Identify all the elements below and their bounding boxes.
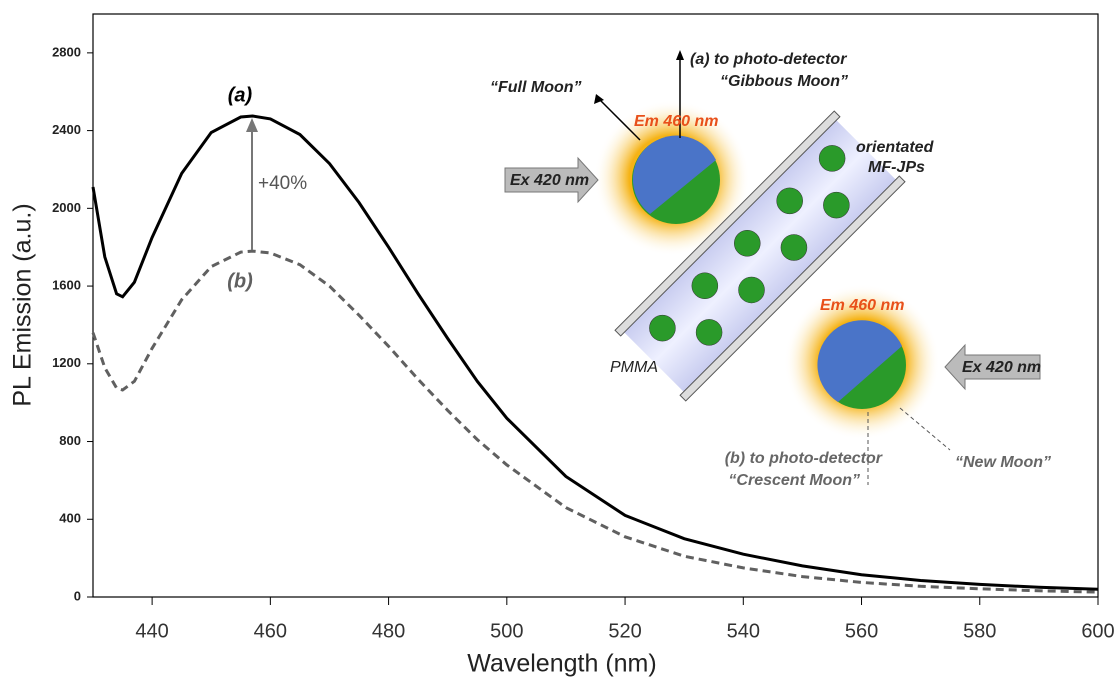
inset-label: “New Moon” (955, 454, 1051, 471)
x-tick-label: 540 (727, 620, 760, 642)
y-tick-label: 1200 (52, 355, 81, 370)
inset-label: “Full Moon” (490, 79, 582, 96)
inset-label: Em 460 nm (820, 297, 904, 314)
inset-label: Ex 420 nm (962, 359, 1041, 376)
x-tick-label: 460 (254, 620, 287, 642)
x-tick-label: 480 (372, 620, 405, 642)
inset-label: orientated (856, 139, 935, 156)
x-axis-title: Wavelength (nm) (467, 650, 656, 678)
series-line (93, 251, 1098, 592)
series-label: (b) (227, 270, 253, 292)
y-tick-label: 0 (74, 588, 81, 603)
y-axis-title: PL Emission (a.u.) (9, 203, 37, 406)
emission-arrow (900, 408, 950, 450)
inset-label: “Gibbous Moon” (720, 73, 848, 90)
chart: Wavelength (nm) PL Emission (a.u.) 0 400 8… (0, 0, 1114, 685)
inset (505, 50, 1040, 485)
arrow-head (246, 118, 258, 132)
y-tick-label: 800 (59, 433, 81, 448)
arrow-head (676, 50, 684, 60)
y-tick-label: 2800 (52, 44, 81, 59)
x-tick-label: 500 (490, 620, 523, 642)
x-tick-label: 520 (608, 620, 641, 642)
y-tick-label: 2400 (52, 122, 81, 137)
y-tick-label: 1600 (52, 278, 81, 293)
series-label: (a) (228, 84, 253, 106)
inset-label: MF-JPs (868, 159, 925, 176)
y-tick-label: 400 (59, 511, 81, 526)
annotation: +40% (258, 173, 307, 194)
inset-label: (b) to photo-detector (725, 450, 883, 467)
x-tick-label: 600 (1081, 620, 1114, 642)
x-tick-label: 580 (963, 620, 996, 642)
inset-label: (a) to photo-detector (690, 51, 847, 68)
x-tick-label: 440 (135, 620, 168, 642)
inset-label: PMMA (610, 359, 658, 376)
inset-label: “Crescent Moon” (728, 472, 860, 489)
x-tick-label: 560 (845, 620, 878, 642)
inset-label: Em 460 nm (634, 113, 718, 130)
inset-label: Ex 420 nm (510, 172, 589, 189)
y-tick-label: 2000 (52, 200, 81, 215)
